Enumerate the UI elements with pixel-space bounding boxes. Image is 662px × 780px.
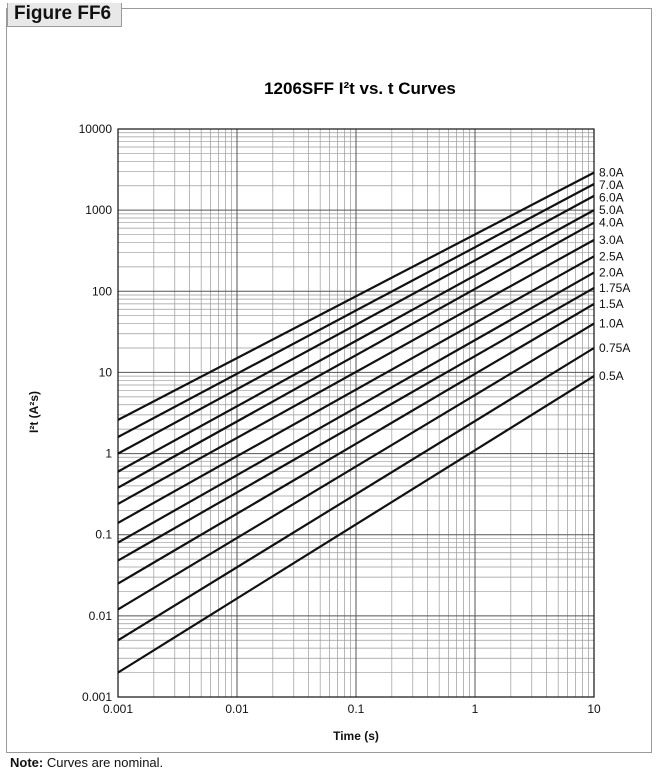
y-tick-label: 10 [99, 365, 113, 379]
note-bar: Note: Curves are nominal. [6, 752, 652, 774]
x-axis-ticks: 0.001 0.01 0.1 1 10 [103, 702, 601, 716]
curve-2_0A [117, 271, 595, 544]
curve-label: 1.0A [599, 317, 624, 331]
y-tick-label: 1 [105, 447, 112, 461]
curve-label: 1.75A [599, 281, 630, 295]
curve-labels: 8.0A7.0A6.0A5.0A4.0A 3.0A 2.5A 2.0A1.75A 1.5… [599, 166, 630, 384]
curve-label: 0.75A [599, 341, 630, 355]
curve-1_75A [117, 286, 595, 562]
curves [117, 171, 595, 674]
curve-5_0A [117, 209, 595, 473]
x-tick-label: 10 [587, 702, 601, 716]
curve-4_0A [117, 221, 595, 489]
curve-label: 3.0A [599, 233, 624, 247]
curve-8_0A [117, 171, 595, 421]
curve-label: 6.0A [599, 191, 624, 205]
curve-label: 7.0A [599, 178, 624, 192]
y-axis-label: I²t (A²s) [27, 391, 41, 433]
curve-0_5A [117, 375, 595, 674]
curve-label: 4.0A [599, 216, 624, 230]
y-tick-label: 10000 [79, 122, 113, 136]
plot-area-border [117, 128, 595, 698]
note-text: Curves are nominal. [43, 755, 164, 770]
note-label: Note: [10, 755, 44, 770]
curve-label: 8.0A [599, 166, 624, 180]
curve-0_75A [117, 347, 595, 642]
curve-label: 1.5A [599, 297, 624, 311]
y-axis-ticks: 0.001 0.01 0.1 1 10 100 1000 10000 [79, 122, 113, 704]
x-tick-label: 0.001 [103, 702, 133, 716]
curve-label: 2.5A [599, 249, 624, 263]
curve-2_5A [117, 255, 595, 524]
x-tick-label: 0.1 [348, 702, 365, 716]
chart-title: 1206SFF I²t vs. t Curves [264, 79, 456, 98]
figure-tag: Figure FF6 [7, 3, 123, 27]
y-tick-label: 100 [92, 284, 112, 298]
x-axis-label: Time (s) [333, 729, 379, 743]
curve-1_0A [117, 322, 595, 611]
x-tick-label: 1 [472, 702, 479, 716]
curve-6_0A [117, 194, 595, 455]
curve-label: 5.0A [599, 203, 624, 217]
curve-1_5A [117, 302, 595, 585]
x-tick-label: 0.01 [225, 702, 249, 716]
y-tick-label: 0.1 [95, 528, 112, 542]
curve-label: 0.5A [599, 369, 624, 383]
curve-label: 2.0A [599, 266, 624, 280]
y-tick-label: 0.01 [89, 609, 113, 623]
curve-3_0A [117, 238, 595, 505]
y-tick-label: 1000 [85, 203, 112, 217]
y-tick-label: 0.001 [82, 690, 112, 704]
curve-7_0A [117, 183, 595, 438]
